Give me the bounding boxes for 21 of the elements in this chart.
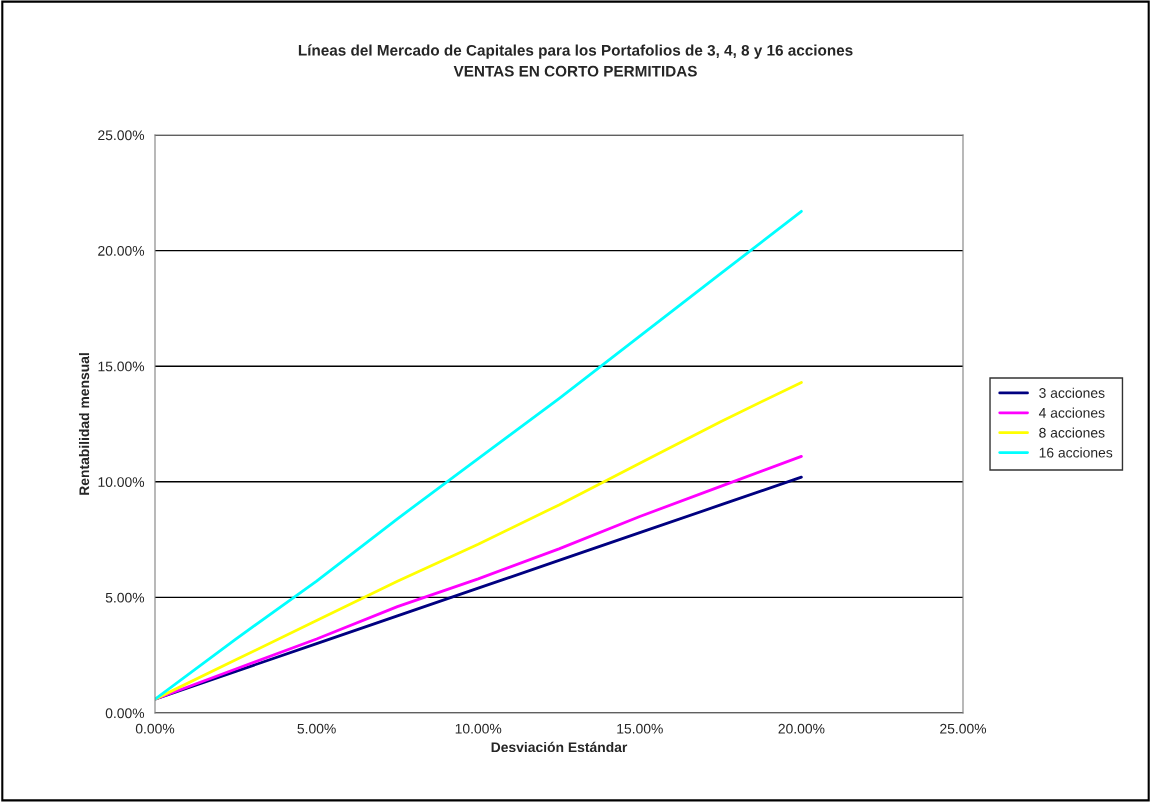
legend-label: 16 acciones xyxy=(1039,447,1113,458)
x-tick-label: 5.00% xyxy=(297,723,336,734)
line-series xyxy=(155,380,803,701)
legend-label: 3 acciones xyxy=(1039,387,1105,398)
x-tick-label: 25.00% xyxy=(940,723,987,734)
legend-label: 8 acciones xyxy=(1039,427,1105,438)
y-tick-label: 10.00% xyxy=(98,477,145,487)
x-axis-title: Desviación Estándar xyxy=(491,741,628,753)
x-tick-label: 0.00% xyxy=(135,723,175,734)
line-series xyxy=(155,209,803,701)
y-tick-label: 15.00% xyxy=(98,361,145,372)
y-tick-label: 25.00% xyxy=(98,130,145,141)
y-tick-label: 20.00% xyxy=(98,245,145,256)
x-tick-label: 10.00% xyxy=(455,723,502,734)
y-tick-label: 5.00% xyxy=(105,592,145,603)
x-tick-label: 15.00% xyxy=(617,723,663,734)
y-tick-label: 0.00% xyxy=(105,708,145,719)
chart-title: Líneas del Mercado de Capitales para los Portafolios de 3, 4, 8 y 16 acciones VENTAS EN CORTO PERMITIDAS xyxy=(298,44,853,77)
legend-label: 4 acciones xyxy=(1038,407,1105,418)
y-axis-title: Rentabilidad mensual xyxy=(78,353,90,495)
x-tick-label: 20.00% xyxy=(778,723,825,734)
